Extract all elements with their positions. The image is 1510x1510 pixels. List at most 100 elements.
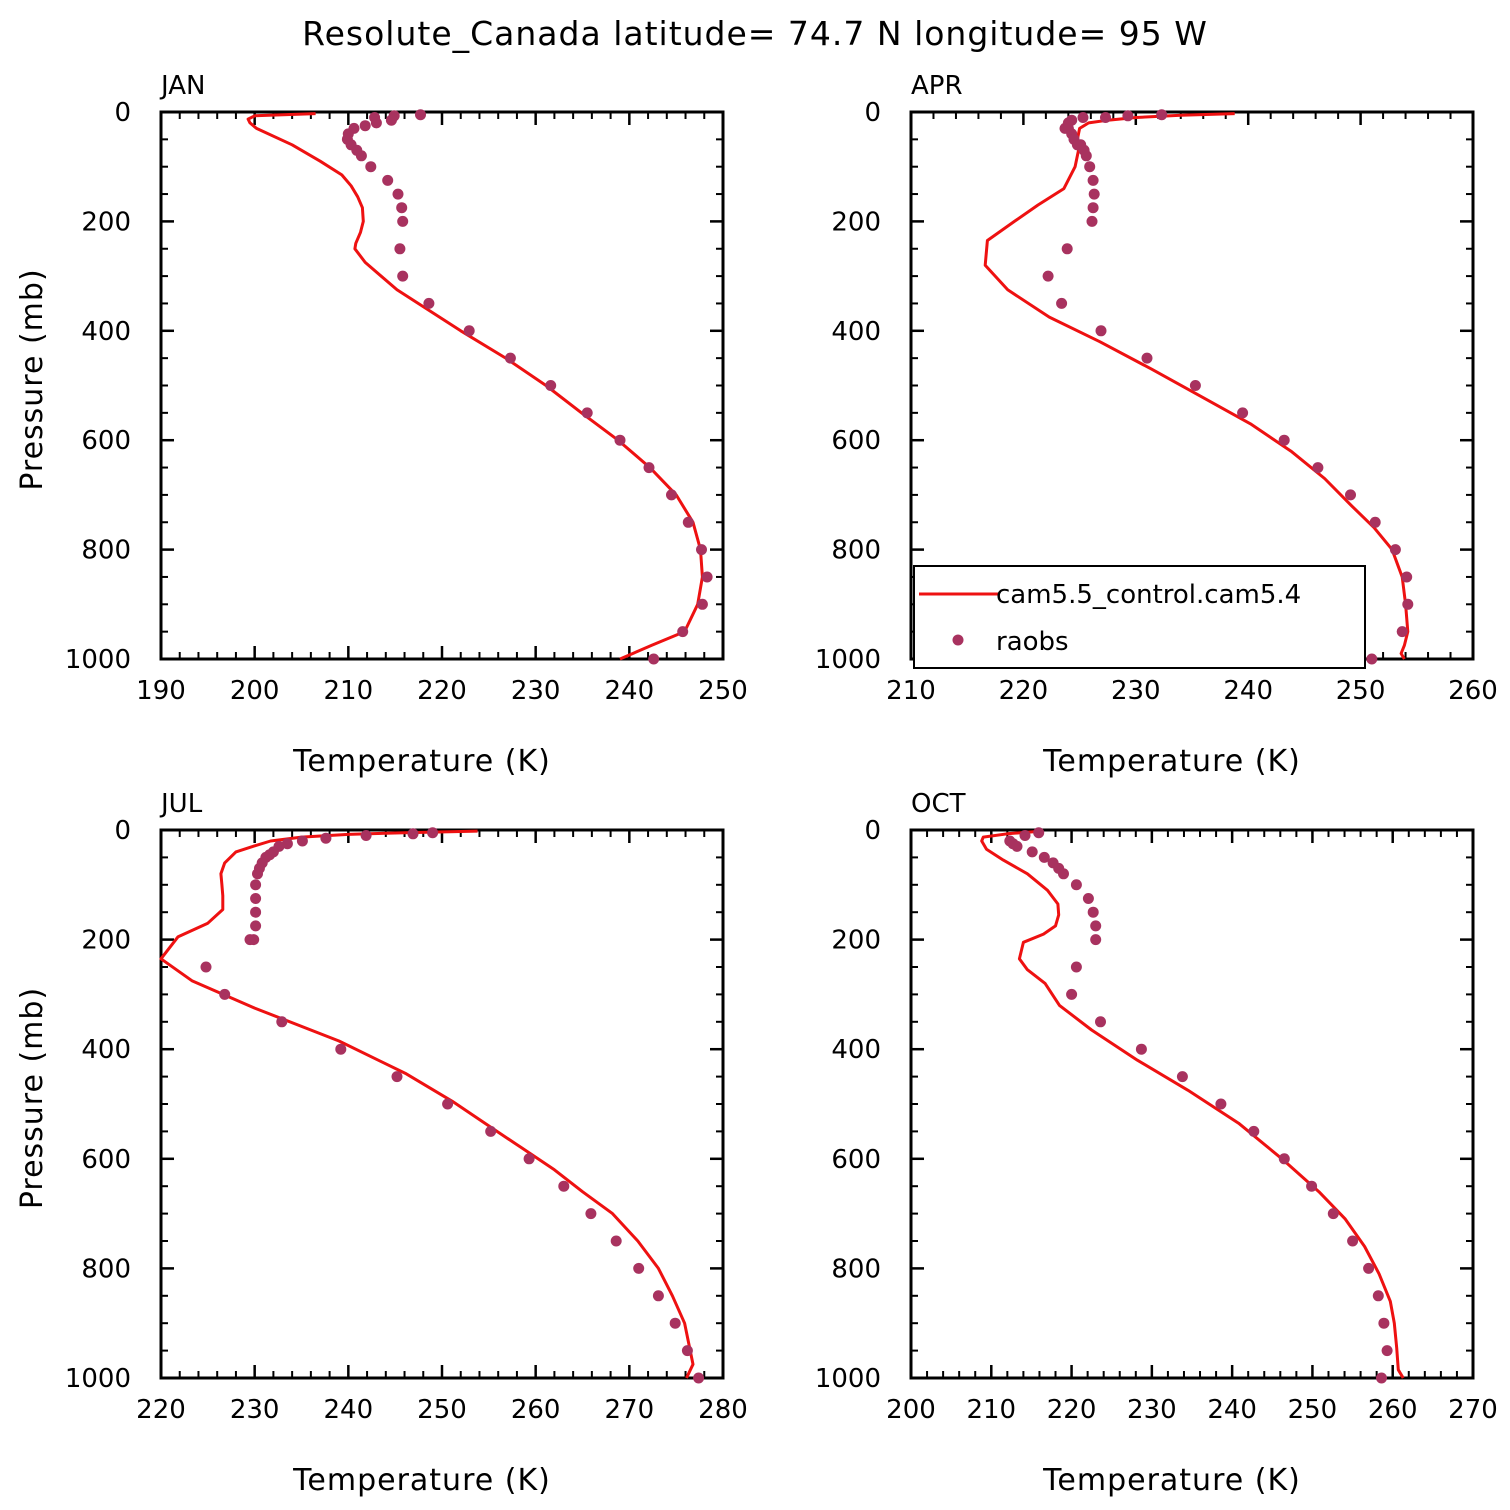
raobs-point [1011, 840, 1023, 852]
x-tick-label: 260 [1368, 1395, 1418, 1425]
y-tick-label: 600 [81, 426, 131, 456]
raobs-point [1084, 161, 1096, 173]
y-tick-label: 200 [831, 207, 881, 237]
y-tick-label: 400 [81, 1035, 131, 1065]
x-tick-label: 230 [230, 1395, 280, 1425]
raobs-point [696, 598, 708, 610]
raobs-point [523, 1153, 535, 1165]
x-tick-label: 200 [886, 1395, 936, 1425]
x-tick-label: 250 [1336, 676, 1386, 706]
y-axis-label: Pressure (mb) [15, 987, 50, 1209]
raobs-point [1363, 1262, 1375, 1274]
y-tick-label: 0 [864, 816, 881, 846]
x-tick-label: 240 [1207, 1395, 1257, 1425]
y-tick-label: 200 [81, 207, 131, 237]
y-tick-label: 200 [831, 926, 881, 956]
raobs-point [648, 653, 660, 665]
raobs-point [427, 827, 439, 839]
y-tick-label: 600 [831, 1145, 881, 1175]
y-tick-label: 1000 [815, 1364, 881, 1394]
chart-panels: JAN 190 200 210 220 230 240 250 0 200 400 600 800 100… [15, 71, 1498, 1498]
y-tick-label: 400 [831, 317, 881, 347]
raobs-point [1189, 380, 1201, 391]
x-tick-label: 210 [324, 676, 374, 706]
y-tick-label: 400 [831, 1035, 881, 1065]
raobs-point [1237, 407, 1249, 419]
model-line-series [980, 830, 1405, 1379]
y-tick-label: 400 [81, 317, 131, 347]
raobs-point [1066, 988, 1078, 1000]
raobs-point [669, 1317, 681, 1329]
raobs-point [244, 934, 256, 946]
panel-title: JUL [159, 789, 203, 819]
x-tick-label: 250 [698, 676, 748, 706]
x-axis-label: Temperature (K) [1042, 1463, 1301, 1498]
raobs-point [391, 1071, 403, 1083]
x-tick-label: 250 [417, 1395, 467, 1425]
raobs-point [504, 352, 516, 364]
x-tick-label: 210 [886, 676, 936, 706]
raobs-point [1058, 868, 1069, 880]
raobs-point [1042, 270, 1054, 282]
raobs-point [585, 1208, 597, 1220]
raobs-point [385, 114, 397, 126]
raobs-point [681, 1345, 693, 1357]
raobs-point [1215, 1098, 1227, 1110]
x-tick-label: 210 [966, 1395, 1016, 1425]
raobs-point [407, 828, 419, 840]
x-tick-label: 260 [511, 1395, 561, 1425]
raobs-point [1086, 215, 1098, 227]
raobs-point [463, 325, 475, 337]
raobs-point [1381, 1345, 1393, 1357]
raobs-point [610, 1235, 622, 1247]
raobs-point [1278, 1153, 1290, 1165]
x-tick-label: 240 [324, 1395, 374, 1425]
raobs-point [1327, 1208, 1339, 1220]
raobs-point [250, 906, 262, 918]
raobs-point [335, 1043, 347, 1055]
raobs-point [1306, 1180, 1318, 1192]
raobs-point [1088, 188, 1100, 200]
raobs-point [682, 516, 694, 528]
panel-title: OCT [911, 789, 966, 819]
y-tick-label: 600 [831, 426, 881, 456]
x-tick-label: 220 [417, 676, 467, 706]
raobs-point [1366, 653, 1378, 665]
y-tick-label: 800 [831, 536, 881, 566]
raobs-point [1061, 243, 1073, 255]
raobs-point [1378, 1317, 1390, 1329]
raobs-point [1396, 626, 1408, 638]
raobs-point [360, 830, 372, 841]
x-axis-label: Temperature (K) [292, 744, 551, 779]
raobs-point [1345, 489, 1356, 501]
raobs-point [1095, 325, 1107, 337]
raobs-point [1376, 1372, 1387, 1384]
y-tick-label: 0 [864, 98, 881, 128]
raobs-point [666, 489, 677, 501]
raobs-point [365, 161, 377, 173]
raobs-point [1176, 1071, 1188, 1083]
raobs-point [415, 109, 426, 121]
raobs-point [1056, 297, 1068, 309]
raobs-point [693, 1372, 705, 1384]
y-tick-label: 600 [81, 1145, 131, 1175]
y-tick-label: 0 [114, 816, 131, 846]
plot-frame [159, 110, 725, 661]
raobs-point [1100, 112, 1111, 123]
raobs-point [1080, 150, 1092, 162]
x-tick-label: 220 [1047, 1395, 1097, 1425]
raobs-point [696, 544, 707, 556]
raobs-point [1087, 174, 1099, 186]
raobs-point [1087, 906, 1099, 918]
raobs-point [370, 117, 382, 129]
y-axis-label: Pressure (mb) [15, 268, 50, 490]
panel-title: APR [911, 71, 963, 101]
raobs-point [1095, 1016, 1106, 1028]
y-tick-label: 1000 [65, 1364, 131, 1394]
x-tick-label: 220 [999, 676, 1049, 706]
raobs-point [701, 571, 713, 583]
chart-panel-oct: OCT 200 210 220 230 240 250 260 270 0 200 400 600 800… [815, 789, 1498, 1498]
model-line-series [159, 829, 695, 1379]
x-tick-label: 270 [1448, 1395, 1498, 1425]
